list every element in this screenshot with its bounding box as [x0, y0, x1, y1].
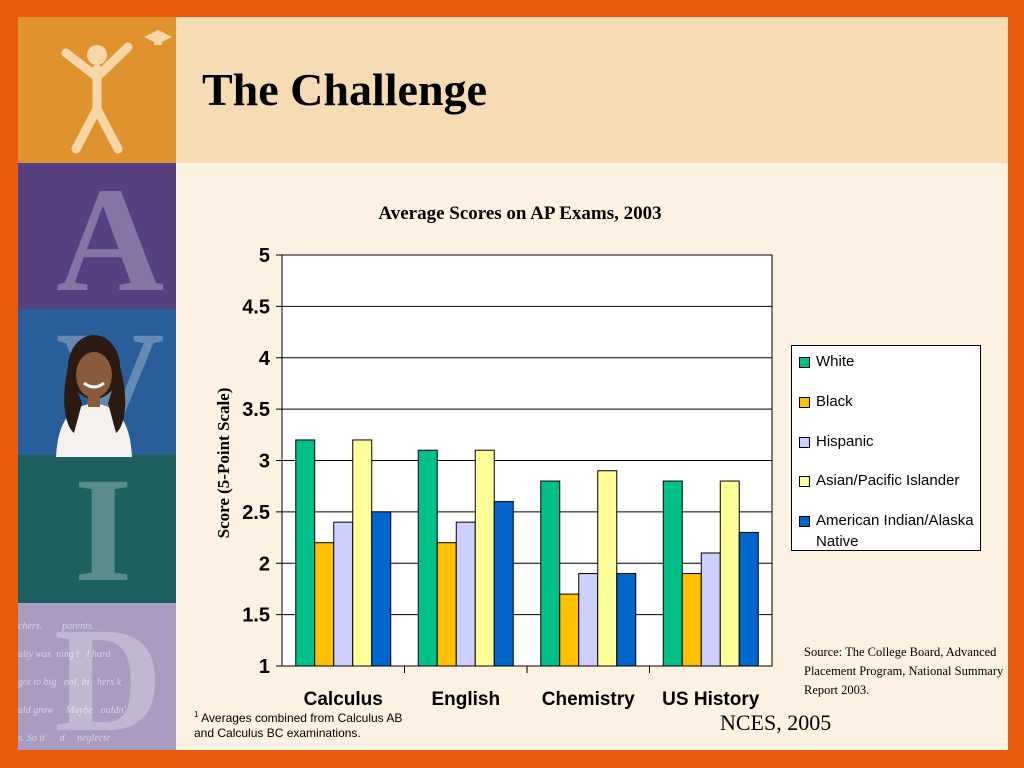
x-tick-label: US History: [662, 689, 760, 710]
chart-title: Average Scores on AP Exams, 2003: [378, 203, 662, 224]
bar-us-history-3: [700, 552, 721, 667]
legend-label: White: [816, 353, 855, 370]
sidebar-purple-panel: [18, 163, 176, 309]
bar-chemistry-1: [540, 480, 561, 667]
y-tick-label: 3.5: [242, 399, 270, 421]
bar-chemistry-4: [597, 470, 618, 667]
footnote-mark: 1: [194, 710, 199, 719]
legend-label: American Indian/Alaska Native: [816, 512, 974, 550]
title-bar: [176, 17, 1008, 163]
y-tick-label: 2.5: [242, 502, 270, 524]
sidebar-letter-a: A: [56, 157, 165, 323]
x-tick-label: English: [431, 689, 500, 710]
legend-swatch: [799, 476, 810, 487]
legend-label: Asian/Pacific Islander: [816, 472, 960, 489]
y-tick-label: 2: [259, 553, 270, 575]
bar-calculus-4: [352, 439, 373, 667]
sidebar-logo-panel: [18, 17, 176, 163]
legend-item: American Indian/Alaska Native: [799, 510, 981, 552]
bar-calculus-2: [314, 542, 335, 667]
bar-chemistry-5: [616, 573, 637, 667]
legend-swatch: [799, 437, 810, 448]
legend-swatch: [799, 357, 810, 368]
y-tick-label: 5: [259, 245, 270, 267]
sidebar-teal-panel: [18, 455, 176, 603]
page-title: The Challenge: [202, 64, 487, 115]
legend-label: Hispanic: [816, 433, 874, 450]
bar-chemistry-2: [559, 593, 580, 667]
credit: NCES, 2005: [720, 710, 832, 735]
bar-us-history-4: [719, 480, 740, 667]
y-tick-label: 4.5: [242, 296, 270, 318]
sidebar-lavender-panel: [18, 603, 176, 750]
x-tick-label: Calculus: [304, 689, 383, 710]
bar-calculus-5: [371, 511, 392, 667]
legend-item: White: [799, 351, 981, 372]
avid-figure-logo-icon: [61, 30, 172, 154]
bar-us-history-5: [738, 531, 759, 667]
bar-english-5: [493, 501, 514, 667]
sidebar-letter-i: I: [74, 447, 133, 613]
footnote-text: Averages combined from Calculus AB and C…: [194, 711, 403, 740]
footnote: 1 Averages combined from Calculus AB and…: [194, 707, 414, 741]
sidebar-banner: A V I D chers. parents. ulty was ning t …: [18, 17, 176, 750]
bar-chart: 1 1.5 2 2.5 3 3.5 4 4.5 5 Calculus English Chemistr…: [242, 245, 773, 710]
y-tick-label: 4: [259, 348, 271, 370]
chart-legend: White Black Hispanic Asian/Pacific Islander…: [791, 345, 981, 551]
y-tick-label: 3: [259, 451, 270, 473]
source-note: Source: The College Board, Advanced Plac…: [804, 645, 1004, 697]
bar-calculus-1: [295, 439, 316, 667]
bar-us-history-1: [662, 480, 683, 667]
bar-english-1: [417, 449, 438, 667]
y-tick-label: 1.5: [242, 605, 270, 627]
legend-swatch: [799, 516, 810, 527]
bar-us-history-2: [681, 573, 702, 667]
legend-swatch: [799, 397, 810, 408]
legend-item: Hispanic: [799, 431, 981, 452]
sidebar-script-text: chers. parents. ulty was ning t l hard g…: [18, 621, 126, 744]
bar-english-4: [474, 449, 495, 667]
bar-chemistry-3: [578, 573, 599, 667]
student-photo: [56, 335, 132, 457]
bar-english-2: [436, 542, 457, 667]
legend-label: Black: [816, 393, 853, 410]
bar-calculus-3: [333, 521, 354, 667]
legend-item: Asian/Pacific Islander: [799, 470, 981, 491]
bar-english-3: [455, 521, 476, 667]
x-tick-label: Chemistry: [542, 689, 635, 710]
y-tick-label: 1: [259, 656, 270, 678]
sidebar-letter-d: D: [54, 597, 163, 750]
slide: A V I D chers. parents. ulty was ning t …: [18, 17, 1008, 750]
legend-item: Black: [799, 391, 981, 412]
